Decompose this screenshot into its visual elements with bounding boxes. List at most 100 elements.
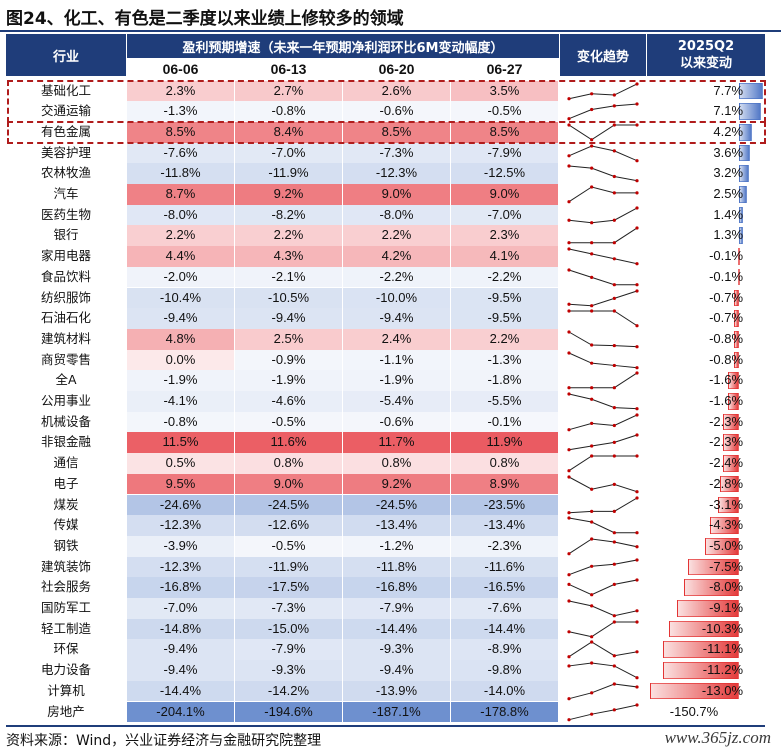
growth-value-cell: -9.5%	[451, 308, 558, 329]
trend-point	[612, 92, 616, 97]
trend-sparkline	[567, 413, 639, 431]
title-rule	[0, 30, 781, 32]
table-row: 基础化工 2.3% 2.7% 2.6% 3.5% 7.7%	[6, 80, 765, 102]
industry-name: 公用事业	[40, 393, 91, 408]
growth-value-cell: 2.7%	[235, 80, 342, 102]
change-bar	[687, 558, 740, 576]
header-date-2: 06-20	[343, 59, 450, 78]
change-value: -0.7%	[709, 310, 744, 326]
trend-point	[567, 153, 571, 157]
growth-value-cell: -14.4%	[127, 680, 234, 702]
trend-sparkline	[567, 392, 639, 411]
growth-value-cell: 9.2%	[235, 184, 342, 205]
growth-value-cell: -2.1%	[235, 266, 342, 288]
growth-value-cell: -11.8%	[127, 163, 234, 184]
industry-name: 农林牧渔	[40, 165, 91, 181]
growth-value-cell: -1.3%	[127, 101, 234, 122]
change-value: -1.6%	[709, 372, 744, 388]
trend-point	[590, 691, 594, 695]
table-row: 计算机 -14.4% -14.2% -13.9% -14.0% -13.0%	[6, 680, 765, 702]
change-value: -2.3%	[709, 434, 744, 450]
growth-value-cell: 8.9%	[451, 473, 558, 495]
change-bar	[739, 186, 747, 203]
growth-value-cell: 3.5%	[451, 80, 558, 102]
change-bar	[676, 600, 740, 617]
trend-sparkline	[567, 330, 639, 349]
growth-value-cell: -13.4%	[451, 515, 558, 536]
trend-point	[590, 593, 594, 597]
table-row: 美容护理 -7.6% -7.0% -7.3% -7.9% 3.6%	[6, 142, 765, 164]
change-value: -0.7%	[709, 289, 744, 305]
trend-line	[568, 393, 638, 410]
change-value: -0.8%	[709, 330, 744, 346]
growth-value-cell: 2.3%	[127, 80, 234, 102]
growth-value-cell: -7.9%	[343, 598, 450, 619]
trend-sparkline	[567, 454, 639, 473]
trend-point	[567, 302, 571, 306]
change-value: 7.1%	[713, 103, 744, 119]
trend-point	[590, 361, 594, 365]
industry-name: 非银金融	[40, 434, 91, 450]
growth-value-cell: 0.0%	[127, 349, 234, 371]
trend-point	[612, 583, 616, 587]
trend-sparkline	[567, 226, 639, 245]
growth-value-cell: -0.6%	[343, 411, 450, 433]
growth-value-cell: -0.5%	[235, 411, 342, 433]
growth-value-cell: -24.5%	[343, 494, 450, 516]
header-change: 2025Q2 以来变动	[647, 34, 765, 76]
growth-value-cell: -7.0%	[235, 142, 342, 164]
change-bar	[684, 579, 740, 596]
growth-value-cell: -2.2%	[343, 266, 450, 288]
growth-value-cell: 9.0%	[451, 184, 558, 205]
change-value: -2.8%	[709, 475, 744, 491]
change-bar	[722, 455, 740, 472]
growth-value-cell: -12.5%	[451, 163, 558, 184]
growth-value-cell: -9.4%	[127, 308, 234, 329]
trend-point	[612, 482, 616, 486]
growth-value-cell: -8.0%	[343, 204, 450, 226]
change-bar	[739, 227, 744, 245]
table-row: 机械设备 -0.8% -0.5% -0.6% -0.1% -2.3%	[6, 411, 765, 433]
growth-value-cell: -9.4%	[127, 660, 234, 681]
trend-point	[567, 629, 571, 634]
growth-value-cell: -24.6%	[127, 494, 234, 516]
growth-value-cell: -13.9%	[343, 680, 450, 702]
industry-name: 全A	[55, 372, 77, 388]
trend-point	[590, 421, 594, 425]
figure-title: 图24、化工、有色是二季度以来业绩上修较多的领域	[6, 9, 404, 29]
growth-value-cell: -9.4%	[127, 639, 234, 661]
change-bar	[739, 82, 763, 100]
bottom-rule	[6, 725, 765, 727]
table-row: 煤炭 -24.6% -24.5% -24.5% -23.5% -3.1%	[6, 494, 765, 516]
trend-point	[567, 392, 571, 396]
trend-sparkline	[567, 371, 639, 390]
trend-sparkline	[567, 350, 639, 369]
trend-point	[590, 220, 594, 224]
change-bar	[719, 475, 740, 493]
table-row: 环保 -9.4% -7.9% -9.3% -8.9% -11.1%	[6, 639, 765, 661]
growth-value-cell: -0.9%	[235, 349, 342, 371]
trend-point	[590, 166, 594, 170]
growth-value-cell: -1.9%	[343, 370, 450, 391]
trend-point	[612, 620, 616, 624]
growth-value-cell: -9.5%	[451, 287, 558, 309]
trend-point	[612, 386, 616, 390]
change-value: -9.1%	[709, 600, 744, 615]
growth-value-cell: -7.6%	[451, 598, 558, 619]
industry-name: 基础化工	[40, 82, 91, 98]
change-bar	[723, 413, 740, 431]
trend-line	[568, 434, 638, 451]
growth-value-cell: -5.5%	[451, 391, 558, 412]
change-value: -13.0%	[701, 682, 744, 698]
trend-line	[568, 414, 638, 430]
growth-value-cell: -11.6%	[451, 556, 558, 578]
growth-value-cell: -1.1%	[343, 349, 450, 371]
trend-line	[568, 455, 637, 472]
industry-name: 钢铁	[53, 537, 79, 553]
trend-point	[567, 448, 571, 452]
trend-point	[567, 330, 571, 334]
industry-name: 轻工制造	[40, 620, 91, 636]
trend-point	[567, 655, 571, 659]
growth-value-cell: 9.2%	[343, 473, 450, 495]
growth-value-cell: -187.1%	[343, 701, 450, 723]
